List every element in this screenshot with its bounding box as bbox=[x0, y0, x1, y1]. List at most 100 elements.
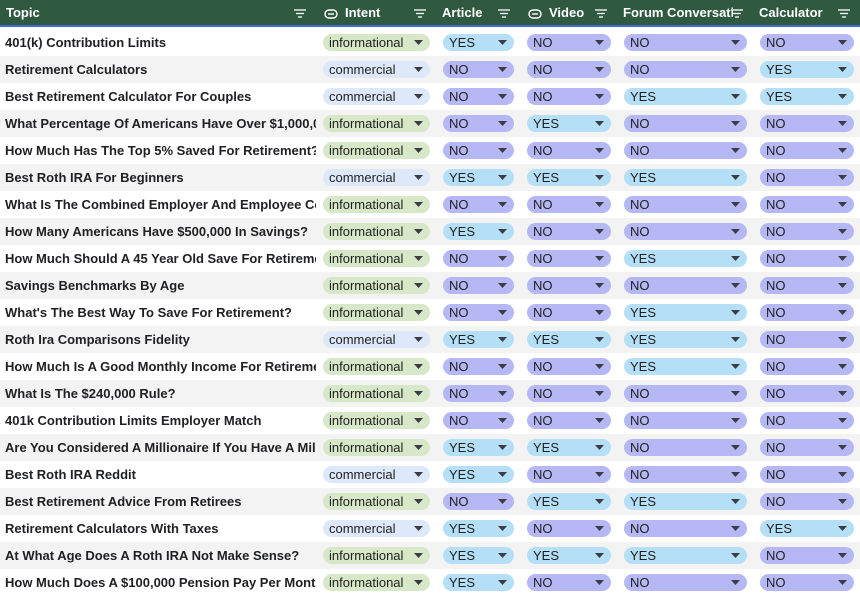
dropdown-chip[interactable]: NO bbox=[624, 385, 747, 402]
dropdown-chip[interactable]: YES bbox=[527, 115, 611, 132]
dropdown-cell[interactable]: commercial bbox=[316, 515, 436, 542]
dropdown-cell[interactable]: NO bbox=[753, 488, 860, 515]
dropdown-chip[interactable]: informational bbox=[323, 493, 430, 510]
dropdown-chip[interactable]: NO bbox=[527, 142, 611, 159]
dropdown-cell[interactable]: NO bbox=[617, 407, 753, 434]
dropdown-cell[interactable]: NO bbox=[753, 461, 860, 488]
dropdown-chip[interactable]: YES bbox=[624, 358, 747, 375]
dropdown-cell[interactable]: NO bbox=[753, 110, 860, 137]
dropdown-cell[interactable]: YES bbox=[617, 245, 753, 272]
dropdown-chip[interactable]: YES bbox=[760, 88, 854, 105]
filter-icon[interactable] bbox=[838, 9, 850, 18]
dropdown-cell[interactable]: NO bbox=[436, 56, 520, 83]
dropdown-cell[interactable]: NO bbox=[617, 461, 753, 488]
dropdown-chip[interactable]: NO bbox=[443, 115, 514, 132]
dropdown-chip[interactable]: NO bbox=[760, 574, 854, 591]
dropdown-cell[interactable]: YES bbox=[436, 461, 520, 488]
dropdown-chip[interactable]: informational bbox=[323, 574, 430, 591]
filter-icon[interactable] bbox=[294, 9, 306, 18]
dropdown-cell[interactable]: informational bbox=[316, 569, 436, 596]
dropdown-cell[interactable]: informational bbox=[316, 191, 436, 218]
dropdown-cell[interactable]: informational bbox=[316, 488, 436, 515]
dropdown-chip[interactable]: informational bbox=[323, 412, 430, 429]
dropdown-cell[interactable]: YES bbox=[436, 434, 520, 461]
dropdown-chip[interactable]: YES bbox=[527, 439, 611, 456]
dropdown-cell[interactable]: NO bbox=[520, 569, 617, 596]
dropdown-cell[interactable]: NO bbox=[617, 218, 753, 245]
dropdown-chip[interactable]: YES bbox=[443, 34, 514, 51]
dropdown-cell[interactable]: NO bbox=[520, 137, 617, 164]
dropdown-cell[interactable]: NO bbox=[753, 272, 860, 299]
dropdown-chip[interactable]: YES bbox=[443, 439, 514, 456]
dropdown-chip[interactable]: commercial bbox=[323, 169, 430, 186]
dropdown-cell[interactable]: informational bbox=[316, 137, 436, 164]
dropdown-cell[interactable]: NO bbox=[753, 326, 860, 353]
dropdown-chip[interactable]: informational bbox=[323, 385, 430, 402]
dropdown-cell[interactable]: NO bbox=[436, 191, 520, 218]
dropdown-chip[interactable]: NO bbox=[760, 223, 854, 240]
dropdown-chip[interactable]: NO bbox=[443, 61, 514, 78]
dropdown-cell[interactable]: NO bbox=[436, 407, 520, 434]
dropdown-chip[interactable]: NO bbox=[760, 493, 854, 510]
dropdown-chip[interactable]: YES bbox=[624, 547, 747, 564]
dropdown-chip[interactable]: YES bbox=[624, 304, 747, 321]
dropdown-cell[interactable]: YES bbox=[520, 542, 617, 569]
filter-icon[interactable] bbox=[498, 9, 510, 18]
dropdown-chip[interactable]: NO bbox=[443, 142, 514, 159]
dropdown-cell[interactable]: YES bbox=[436, 542, 520, 569]
dropdown-chip[interactable]: NO bbox=[527, 196, 611, 213]
dropdown-cell[interactable]: NO bbox=[436, 245, 520, 272]
dropdown-chip[interactable]: YES bbox=[443, 466, 514, 483]
dropdown-cell[interactable]: YES bbox=[520, 164, 617, 191]
dropdown-cell[interactable]: YES bbox=[436, 569, 520, 596]
dropdown-chip[interactable]: NO bbox=[443, 385, 514, 402]
dropdown-chip[interactable]: NO bbox=[527, 358, 611, 375]
dropdown-cell[interactable]: NO bbox=[436, 83, 520, 110]
dropdown-chip[interactable]: NO bbox=[760, 277, 854, 294]
dropdown-cell[interactable]: NO bbox=[617, 137, 753, 164]
dropdown-cell[interactable]: NO bbox=[753, 353, 860, 380]
dropdown-cell[interactable]: NO bbox=[436, 353, 520, 380]
dropdown-cell[interactable]: NO bbox=[753, 569, 860, 596]
dropdown-cell[interactable]: YES bbox=[520, 326, 617, 353]
dropdown-cell[interactable]: NO bbox=[617, 434, 753, 461]
dropdown-chip[interactable]: NO bbox=[443, 277, 514, 294]
dropdown-chip[interactable]: NO bbox=[624, 61, 747, 78]
dropdown-cell[interactable]: NO bbox=[753, 380, 860, 407]
dropdown-chip[interactable]: YES bbox=[443, 331, 514, 348]
dropdown-chip[interactable]: YES bbox=[443, 520, 514, 537]
column-header[interactable]: Intent bbox=[316, 0, 436, 27]
dropdown-cell[interactable]: NO bbox=[436, 488, 520, 515]
dropdown-chip[interactable]: NO bbox=[760, 331, 854, 348]
dropdown-chip[interactable]: YES bbox=[760, 520, 854, 537]
dropdown-cell[interactable]: commercial bbox=[316, 83, 436, 110]
dropdown-chip[interactable]: NO bbox=[527, 466, 611, 483]
dropdown-cell[interactable]: YES bbox=[617, 353, 753, 380]
dropdown-chip[interactable]: YES bbox=[443, 169, 514, 186]
dropdown-chip[interactable]: NO bbox=[527, 385, 611, 402]
dropdown-cell[interactable]: YES bbox=[617, 164, 753, 191]
dropdown-cell[interactable]: NO bbox=[617, 515, 753, 542]
filter-icon[interactable] bbox=[731, 9, 743, 18]
dropdown-chip[interactable]: NO bbox=[624, 520, 747, 537]
dropdown-chip[interactable]: NO bbox=[527, 250, 611, 267]
dropdown-cell[interactable]: NO bbox=[520, 191, 617, 218]
dropdown-chip[interactable]: NO bbox=[527, 412, 611, 429]
dropdown-chip[interactable]: NO bbox=[624, 439, 747, 456]
dropdown-cell[interactable]: YES bbox=[436, 515, 520, 542]
dropdown-chip[interactable]: informational bbox=[323, 196, 430, 213]
dropdown-chip[interactable]: NO bbox=[527, 277, 611, 294]
dropdown-cell[interactable]: NO bbox=[520, 29, 617, 56]
dropdown-chip[interactable]: YES bbox=[760, 61, 854, 78]
dropdown-chip[interactable]: NO bbox=[624, 115, 747, 132]
dropdown-cell[interactable]: YES bbox=[436, 29, 520, 56]
dropdown-cell[interactable]: informational bbox=[316, 380, 436, 407]
dropdown-cell[interactable]: NO bbox=[617, 110, 753, 137]
dropdown-cell[interactable]: YES bbox=[617, 299, 753, 326]
dropdown-cell[interactable]: informational bbox=[316, 245, 436, 272]
dropdown-cell[interactable]: YES bbox=[617, 488, 753, 515]
dropdown-cell[interactable]: NO bbox=[617, 29, 753, 56]
dropdown-cell[interactable]: YES bbox=[753, 515, 860, 542]
dropdown-cell[interactable]: NO bbox=[520, 380, 617, 407]
dropdown-chip[interactable]: NO bbox=[624, 466, 747, 483]
